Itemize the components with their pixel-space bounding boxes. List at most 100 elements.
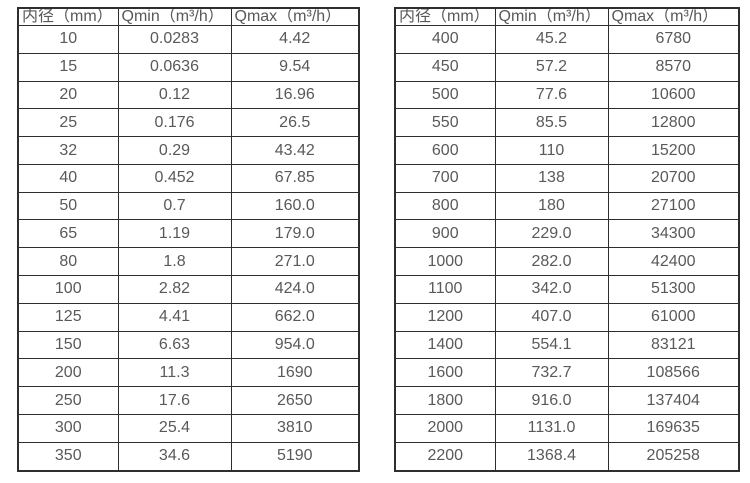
table-cell: 108566 (607, 358, 740, 388)
table-row: 1600 732.7 108566 (394, 358, 740, 388)
table-cell: 0.0636 (117, 52, 232, 82)
table-cell: 916.0 (494, 386, 609, 415)
table-cell: 700 (394, 163, 496, 193)
table-row: 15 0.0636 9.54 (17, 52, 360, 82)
table-cell: 51300 (607, 275, 740, 304)
table-cell: 2650 (230, 386, 360, 415)
table-cell: 100 (17, 275, 119, 304)
table-row: 250 17.6 2650 (17, 386, 360, 415)
table-cell: 40 (17, 163, 119, 193)
table-cell: 26.5 (230, 108, 360, 138)
table-cell: 1800 (394, 386, 496, 415)
table-cell: 6.63 (117, 330, 232, 360)
table-cell: 169635 (607, 413, 740, 443)
table-cell: 2.82 (117, 275, 232, 304)
table-cell: 17.6 (117, 386, 232, 415)
flow-table-large-diameters: 内径（mm） Qmin（m³/h） Qmax（m³/h） 400 45.2 6780… (394, 7, 740, 472)
table-cell: 20700 (607, 163, 740, 193)
table-cell: 2200 (394, 441, 496, 472)
table-cell: 900 (394, 219, 496, 249)
table-row: 350 34.6 5190 (17, 441, 360, 472)
table-row: 2200 1368.4 205258 (394, 441, 740, 472)
table-row: 200 11.3 1690 (17, 358, 360, 388)
table-cell: 83121 (607, 330, 740, 360)
table-cell: 1200 (394, 302, 496, 332)
table-cell: 0.12 (117, 80, 232, 110)
table-cell: 0.176 (117, 108, 232, 138)
table-cell: 282.0 (494, 247, 609, 277)
table-cell: 1.8 (117, 247, 232, 277)
table-row: 80 1.8 271.0 (17, 247, 360, 277)
table-row: 65 1.19 179.0 (17, 219, 360, 249)
table-cell: 15 (17, 52, 119, 82)
table-cell: 1100 (394, 275, 496, 304)
table-cell: 138 (494, 163, 609, 193)
table-row: 1800 916.0 137404 (394, 386, 740, 415)
flow-rate-tables-container: 内径（mm） Qmin（m³/h） Qmax（m³/h） 10 0.0283 4.4… (17, 7, 740, 472)
table-row: 150 6.63 954.0 (17, 330, 360, 360)
table-cell: 20 (17, 80, 119, 110)
column-header-qmax: Qmax（m³/h） (230, 7, 360, 26)
table-cell: 61000 (607, 302, 740, 332)
table-cell: 0.7 (117, 191, 232, 221)
table-cell: 600 (394, 136, 496, 165)
table-cell: 42400 (607, 247, 740, 277)
table-cell: 1368.4 (494, 441, 609, 472)
table-cell: 800 (394, 191, 496, 221)
table-row: 1000 282.0 42400 (394, 247, 740, 277)
table-cell: 9.54 (230, 52, 360, 82)
table-cell: 15200 (607, 136, 740, 165)
table-cell: 34.6 (117, 441, 232, 472)
table-cell: 3810 (230, 413, 360, 443)
table-cell: 500 (394, 80, 496, 110)
header-row: 内径（mm） Qmin（m³/h） Qmax（m³/h） (17, 7, 360, 26)
table-cell: 6780 (607, 25, 740, 54)
table-row: 700 138 20700 (394, 163, 740, 193)
column-header-diameter: 内径（mm） (394, 7, 496, 26)
header-row: 内径（mm） Qmin（m³/h） Qmax（m³/h） (394, 7, 740, 26)
table-cell: 67.85 (230, 163, 360, 193)
table-cell: 229.0 (494, 219, 609, 249)
column-header-qmin: Qmin（m³/h） (117, 7, 232, 26)
table-cell: 407.0 (494, 302, 609, 332)
table-cell: 250 (17, 386, 119, 415)
table-row: 125 4.41 662.0 (17, 302, 360, 332)
table-cell: 1400 (394, 330, 496, 360)
table-cell: 65 (17, 219, 119, 249)
table-cell: 342.0 (494, 275, 609, 304)
table-cell: 200 (17, 358, 119, 388)
table-cell: 80 (17, 247, 119, 277)
table-cell: 205258 (607, 441, 740, 472)
table-cell: 4.41 (117, 302, 232, 332)
table-row: 2000 1131.0 169635 (394, 413, 740, 443)
column-header-qmin: Qmin（m³/h） (494, 7, 609, 26)
table-cell: 150 (17, 330, 119, 360)
table-cell: 25 (17, 108, 119, 138)
table-row: 1100 342.0 51300 (394, 275, 740, 304)
table-row: 550 85.5 12800 (394, 108, 740, 138)
table-cell: 1000 (394, 247, 496, 277)
table-cell: 1600 (394, 358, 496, 388)
table-cell: 125 (17, 302, 119, 332)
column-header-diameter: 内径（mm） (17, 7, 119, 26)
table-row: 25 0.176 26.5 (17, 108, 360, 138)
table-cell: 1690 (230, 358, 360, 388)
table-row: 800 180 27100 (394, 191, 740, 221)
table-cell: 16.96 (230, 80, 360, 110)
table-row: 500 77.6 10600 (394, 80, 740, 110)
table-cell: 32 (17, 136, 119, 165)
table-row: 600 110 15200 (394, 136, 740, 165)
table-cell: 400 (394, 25, 496, 54)
table-cell: 110 (494, 136, 609, 165)
table-cell: 450 (394, 52, 496, 82)
table-row: 450 57.2 8570 (394, 52, 740, 82)
table-cell: 0.452 (117, 163, 232, 193)
table-row: 100 2.82 424.0 (17, 275, 360, 304)
table-cell: 34300 (607, 219, 740, 249)
table-cell: 25.4 (117, 413, 232, 443)
table-cell: 11.3 (117, 358, 232, 388)
table-cell: 1.19 (117, 219, 232, 249)
table-row: 400 45.2 6780 (394, 25, 740, 54)
table-cell: 4.42 (230, 25, 360, 54)
table-cell: 57.2 (494, 52, 609, 82)
